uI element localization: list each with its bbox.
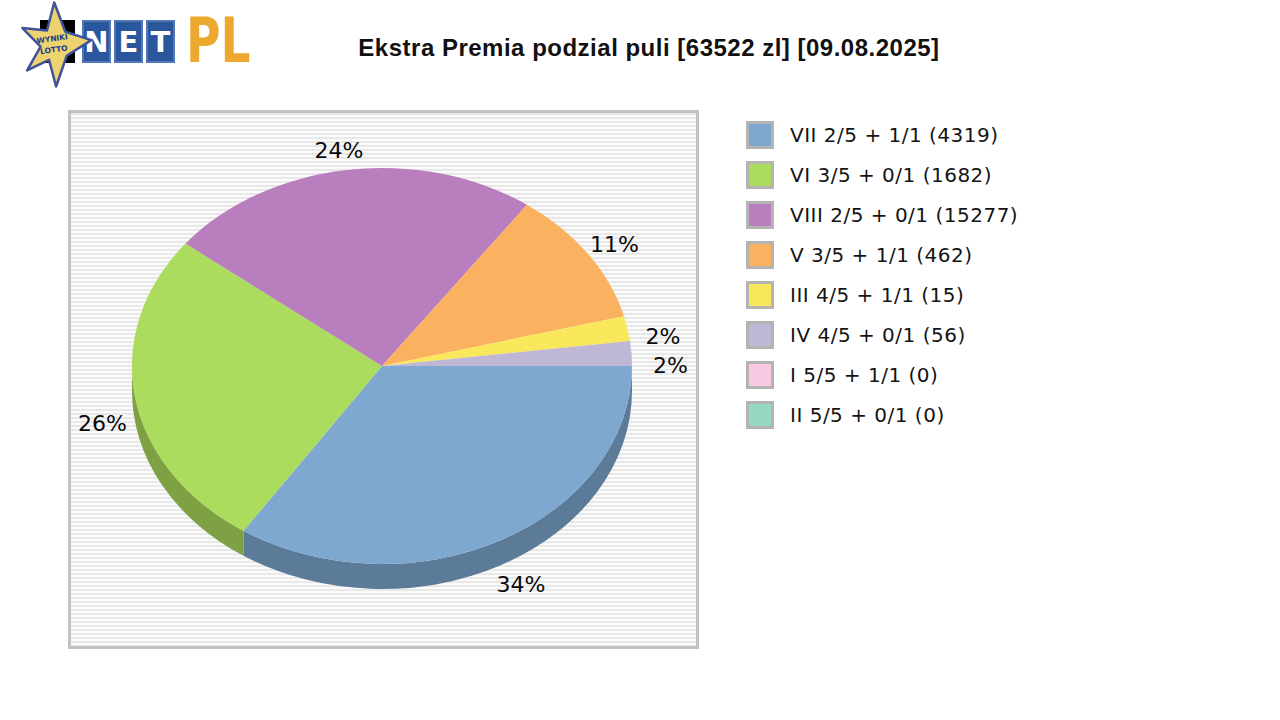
- legend-label: VI 3/5 + 0/1 (1682): [790, 161, 992, 189]
- legend-color-chip: [746, 361, 774, 389]
- legend-label: III 4/5 + 1/1 (15): [790, 281, 964, 309]
- legend-label: VII 2/5 + 1/1 (4319): [790, 121, 999, 149]
- legend-label: VIII 2/5 + 0/1 (15277): [790, 201, 1018, 229]
- legend-color-chip: [746, 281, 774, 309]
- legend-label: II 5/5 + 0/1 (0): [790, 401, 945, 429]
- percent-label: 11%: [590, 232, 639, 257]
- legend-label: IV 4/5 + 0/1 (56): [790, 321, 966, 349]
- percent-label: 2%: [646, 324, 681, 349]
- logo-net-letter-t: T: [146, 20, 175, 63]
- legend-color-chip: [746, 401, 774, 429]
- legend-color-chip: [746, 241, 774, 269]
- legend-label: I 5/5 + 1/1 (0): [790, 361, 938, 389]
- chart-panel: 34% 26% 24% 11% 2% 2%: [68, 110, 699, 649]
- pie-chart: 34% 26% 24% 11% 2% 2%: [71, 113, 696, 646]
- star-icon: WYNIKI LOTTO: [14, 0, 100, 92]
- legend-color-chip: [746, 161, 774, 189]
- legend-color-chip: [746, 201, 774, 229]
- legend-color-chip: [746, 121, 774, 149]
- percent-label: 24%: [314, 138, 363, 163]
- legend-color-chip: [746, 321, 774, 349]
- percent-label: 26%: [78, 411, 127, 436]
- legend-label: V 3/5 + 1/1 (462): [790, 241, 973, 269]
- logo-net-letter-e: E: [114, 20, 143, 63]
- percent-label: 2%: [653, 353, 688, 378]
- page-title: Ekstra Premia podzial puli [63522 zl] [0…: [9, 34, 1280, 62]
- percent-label: 34%: [496, 572, 545, 597]
